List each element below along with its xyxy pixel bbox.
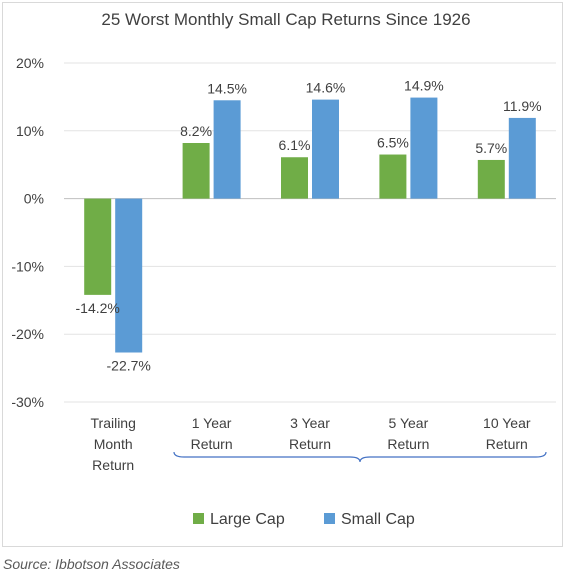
x-category-label: 3 Year [290,415,330,431]
x-category-label: Return [486,436,528,452]
legend-swatch [324,513,335,524]
data-label: -14.2% [76,300,120,316]
bar-small-cap [312,99,339,199]
data-label: 14.9% [404,78,444,94]
x-category-label: Return [387,436,429,452]
category-brace [173,451,547,463]
bar-small-cap [213,100,241,199]
y-tick-label: -20% [11,326,44,342]
data-label: 6.5% [377,135,409,151]
bar-large-cap [281,157,308,199]
y-axis-tick-labels: 20% 10% 0% -10% -20% -30% [11,55,44,410]
x-category-label: Return [289,436,331,452]
legend-swatch [193,513,204,524]
data-label: 14.5% [207,80,247,96]
data-label: 8.2% [180,123,212,139]
data-labels: -14.2% -22.7% 8.2% 14.5% 6.1% 14.6% 6.5% 14.9% 5… [76,78,542,374]
y-tick-label: -10% [11,258,44,274]
y-tick-label: -30% [11,394,44,410]
data-label: 11.9% [503,98,542,114]
chart-title: 25 Worst Monthly Small Cap Returns Since… [101,10,470,29]
y-tick-label: 10% [16,123,44,139]
x-category-label: Return [92,457,134,473]
legend-label: Small Cap [341,511,415,528]
x-category-label: 10 Year [483,415,531,431]
x-axis-category-labels: Trailing Month Return 1 Year Return 3 Year Ret… [91,415,531,473]
bar-small-cap [115,198,143,353]
bar-large-cap [182,143,210,199]
bar-small-cap [410,97,438,199]
bar-large-cap [477,159,505,199]
data-label: 14.6% [306,80,346,96]
bar-small-cap [508,117,536,199]
x-category-label: Month [94,436,133,452]
y-tick-label: 20% [16,55,44,71]
x-category-label: 5 Year [389,415,429,431]
x-category-label: 1 Year [192,415,232,431]
bars [84,97,536,353]
legend: Large Cap Small Cap [193,511,415,528]
y-tick-label: 0% [24,191,44,207]
data-label: -22.7% [107,358,151,374]
x-category-label: Trailing [91,415,136,431]
bar-large-cap [379,154,407,199]
bar-large-cap [84,198,112,295]
data-label: 6.1% [279,137,311,153]
legend-label: Large Cap [210,511,285,528]
gridlines [64,62,556,403]
x-category-label: Return [191,436,233,452]
source-note: Source: Ibbotson Associates [3,556,180,572]
data-label: 5.7% [475,140,507,156]
